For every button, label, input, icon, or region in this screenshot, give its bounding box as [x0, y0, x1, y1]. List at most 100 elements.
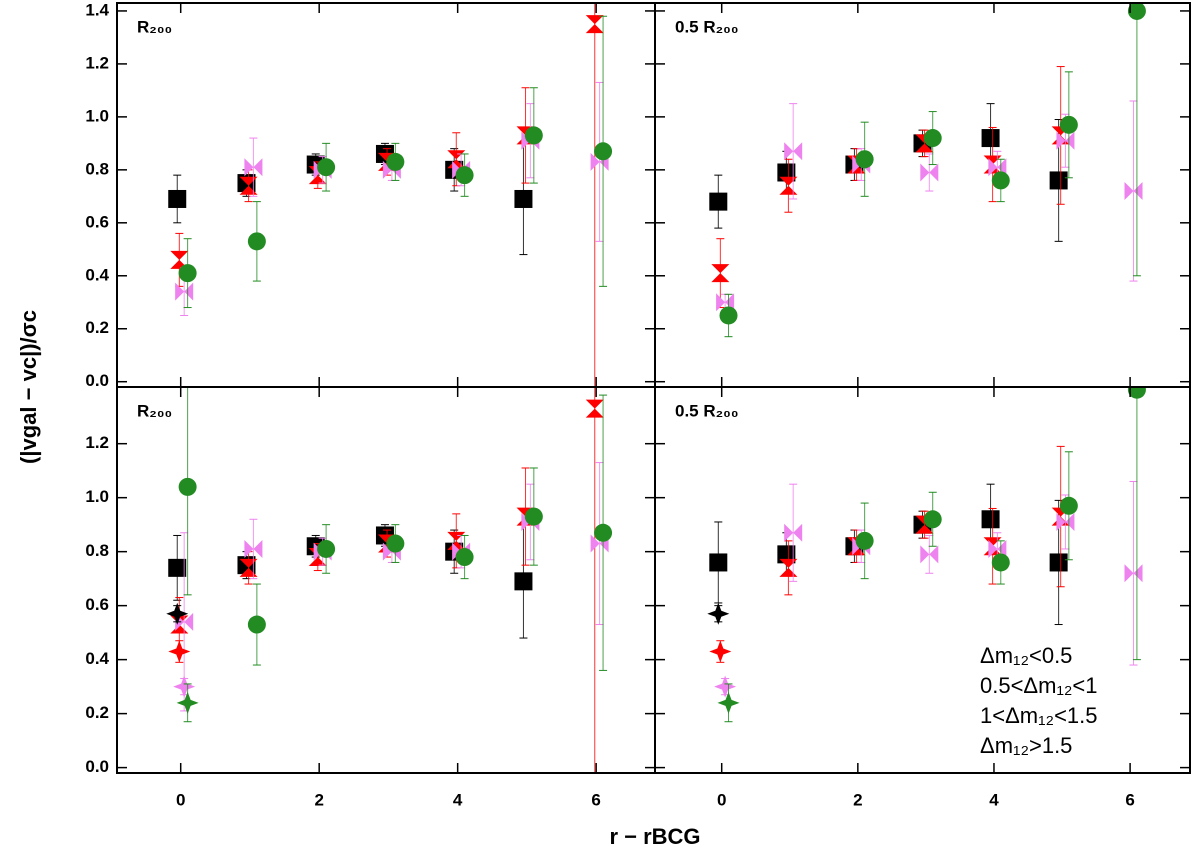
circle-marker: [991, 171, 1010, 190]
x-tick-label: 6: [591, 790, 600, 809]
x-tick-label: 2: [853, 790, 862, 809]
hourglass-marker: [711, 264, 730, 283]
circle-marker: [594, 523, 613, 542]
circle-marker: [317, 539, 336, 558]
square-marker: [709, 192, 728, 211]
bowtie-marker: [175, 282, 194, 301]
circle-marker: [855, 531, 874, 550]
hourglass-marker: [239, 558, 258, 577]
circle-marker: [455, 548, 474, 567]
x-tick-label: 4: [989, 790, 999, 809]
circle-marker: [1059, 496, 1078, 515]
y-tick-label: 0.8: [85, 541, 109, 560]
bowtie-marker: [244, 539, 263, 558]
circle-marker: [1127, 387, 1146, 399]
y-tick-label: 0.8: [85, 159, 109, 178]
circle-marker: [594, 142, 613, 161]
legend-entry: Δm₁₂>1.5: [980, 733, 1072, 758]
bowtie-marker: [784, 142, 803, 161]
y-tick-label: 0.0: [85, 371, 109, 390]
circle-marker: [386, 534, 405, 553]
square-marker: [1049, 171, 1068, 190]
circle-marker: [317, 158, 336, 177]
circle-marker: [247, 232, 266, 251]
square-marker: [168, 189, 187, 208]
circle-marker: [923, 129, 942, 148]
circle-marker: [719, 306, 738, 325]
y-tick-label: 0.0: [85, 757, 109, 776]
square-marker: [709, 553, 728, 572]
bowtie-marker: [244, 158, 263, 177]
star-marker: [709, 640, 732, 663]
panel-label: R₂₀₀: [137, 401, 172, 420]
hourglass-marker: [585, 15, 604, 34]
square-marker: [514, 572, 533, 591]
panel-frame: [654, 386, 1191, 774]
y-tick-label: 0.4: [85, 265, 109, 284]
legend-entry: Δm₁₂<0.5: [980, 643, 1072, 668]
hourglass-marker: [239, 176, 258, 195]
y-tick-label: 1.2: [85, 53, 109, 72]
y-tick-label: 1.0: [85, 106, 109, 125]
star-marker: [707, 602, 730, 625]
circle-marker: [1059, 115, 1078, 134]
x-tick-label: 4: [453, 790, 463, 809]
star-marker: [714, 675, 737, 698]
star-marker: [166, 602, 189, 625]
circle-marker: [455, 166, 474, 185]
circle-marker: [247, 615, 266, 634]
y-tick-label: 0.2: [85, 318, 109, 337]
bowtie-marker: [1056, 512, 1075, 531]
y-tick-label: 0.6: [85, 595, 109, 614]
bowtie-marker: [920, 545, 939, 564]
square-marker: [168, 558, 187, 577]
hourglass-marker: [779, 558, 798, 577]
star-marker: [717, 691, 740, 714]
panel-frame: [116, 386, 656, 774]
circle-marker: [923, 510, 942, 529]
panel-frame: [654, 2, 1191, 388]
panel-label: R₂₀₀: [137, 17, 172, 36]
x-tick-label: 0: [176, 790, 185, 809]
square-marker: [514, 189, 533, 208]
x-tick-label: 0: [717, 790, 726, 809]
hourglass-marker: [779, 176, 798, 195]
x-tick-label: 2: [314, 790, 323, 809]
square-marker: [981, 510, 1000, 529]
bowtie-marker: [988, 539, 1007, 558]
y-tick-label: 0.6: [85, 212, 109, 231]
bowtie-marker: [1124, 182, 1143, 201]
panel: [168, 3, 613, 387]
circle-marker: [855, 150, 874, 169]
panel-label: 0.5 R₂₀₀: [675, 401, 739, 420]
y-tick-label: 1.4: [85, 0, 109, 19]
panel-frame: [116, 2, 656, 388]
circle-marker: [1127, 3, 1146, 20]
hourglass-marker: [585, 399, 604, 418]
panel: [709, 3, 1146, 338]
circle-marker: [991, 553, 1010, 572]
panel-label: 0.5 R₂₀₀: [675, 17, 739, 36]
square-marker: [1049, 553, 1068, 572]
y-tick-label: 0.4: [85, 649, 109, 668]
y-axis-label: (|vgal − vc|)/σc: [16, 310, 41, 464]
x-tick-label: 6: [1125, 790, 1134, 809]
y-tick-label: 1.0: [85, 487, 109, 506]
bowtie-marker: [1056, 131, 1075, 150]
square-marker: [981, 129, 1000, 148]
star-marker: [168, 640, 191, 663]
circle-marker: [178, 264, 197, 283]
circle-marker: [386, 152, 405, 171]
panel: [166, 387, 613, 773]
y-tick-label: 0.2: [85, 703, 109, 722]
circle-marker: [524, 126, 543, 145]
hourglass-marker: [170, 250, 189, 269]
panel: [707, 387, 1146, 723]
legend-entry: 0.5<Δm₁₂<1: [980, 673, 1098, 698]
bowtie-marker: [1124, 564, 1143, 583]
bowtie-marker: [920, 163, 939, 182]
circle-marker: [178, 477, 197, 496]
y-tick-label: 1.2: [85, 433, 109, 452]
x-axis-label: r − rBCG: [609, 824, 700, 849]
